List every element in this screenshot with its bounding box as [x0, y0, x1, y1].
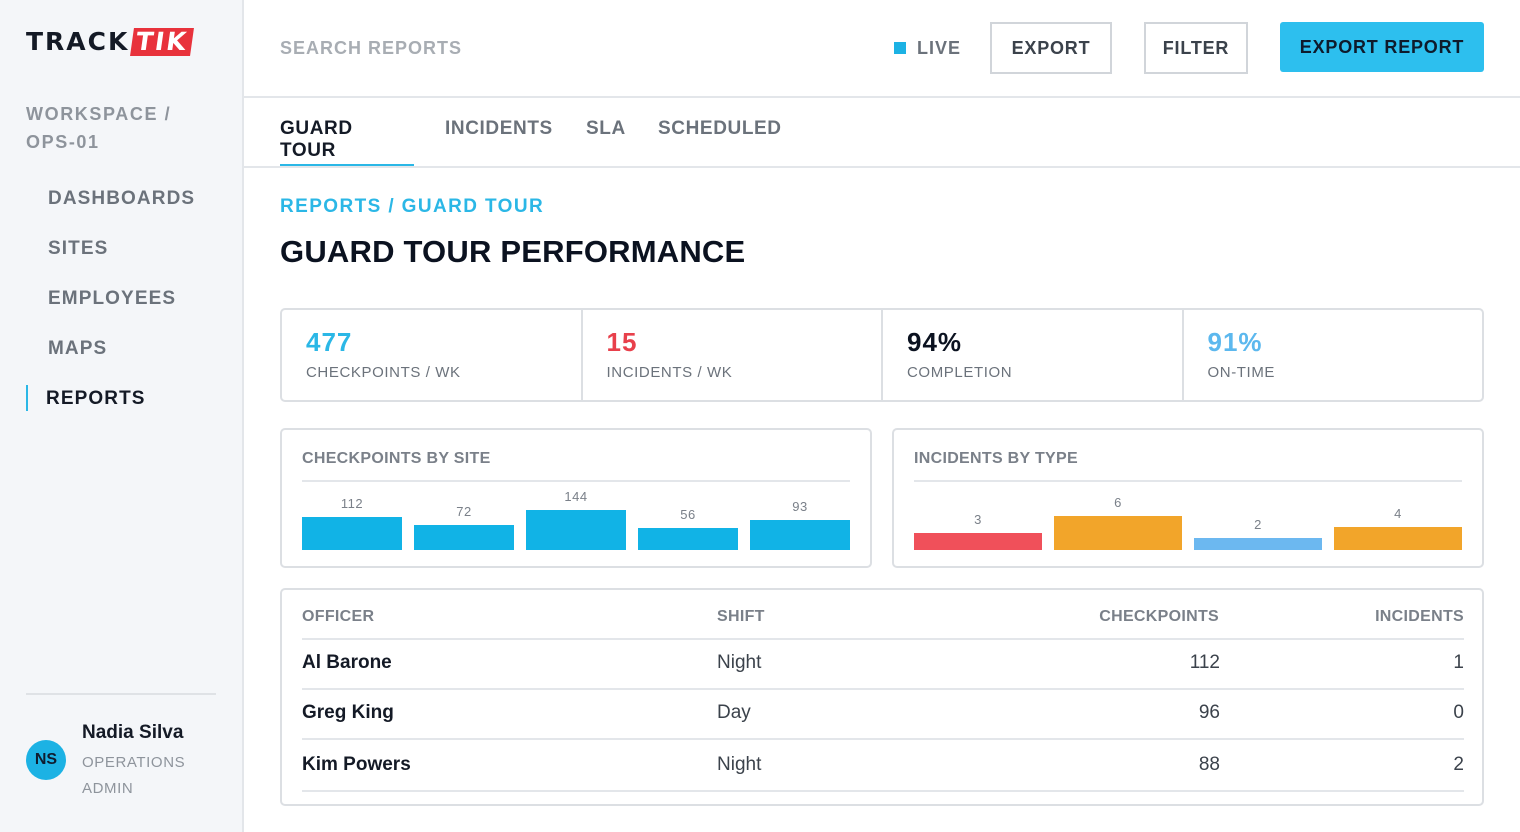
bar[interactable] — [302, 516, 402, 550]
live-label: LIVE — [917, 37, 962, 58]
officer-name: Kim Powers — [302, 754, 411, 775]
bar[interactable] — [1334, 527, 1462, 550]
workspace-label: WORKSPACE / OPS-01 — [26, 104, 172, 152]
bar-value-label: 93 — [792, 499, 808, 515]
checkpoints-bar-chart: 112 72 144 56 93 — [302, 484, 850, 550]
logo-text-track: TRACK — [26, 27, 130, 56]
sidebar-item-employees[interactable]: EMPLOYEES — [48, 288, 177, 309]
export-report-button[interactable]: EXPORT REPORT — [1280, 22, 1484, 72]
kpi-card-incidents: 15 INCIDENTS / WK — [583, 310, 883, 400]
tracktik-logo[interactable]: TRACK TIK — [26, 27, 195, 56]
filter-button[interactable]: FILTER — [1144, 22, 1248, 74]
bar[interactable] — [526, 510, 626, 550]
tab-incidents[interactable]: INCIDENTS — [445, 118, 553, 139]
shift-cell: Night — [717, 652, 762, 673]
kpi-label: INCIDENTS / WK — [606, 364, 733, 381]
bar-value-label: 4 — [1394, 506, 1402, 521]
page-title: GUARD TOUR PERFORMANCE — [280, 234, 746, 269]
shift-cell: Day — [717, 702, 751, 723]
kpi-strip: 477 CHECKPOINTS / WK 15 INCIDENTS / WK 9… — [280, 308, 1484, 402]
checkpoints-by-site-panel: CHECKPOINTS BY SITE 112 72 144 56 93 — [280, 428, 872, 568]
incidents-by-type-panel: INCIDENTS BY TYPE 3 6 2 4 — [892, 428, 1484, 568]
checkpoints-cell: 112 — [1189, 652, 1220, 673]
sidebar-item-dashboards[interactable]: DASHBOARDS — [48, 188, 196, 209]
sidebar-divider — [26, 693, 216, 695]
column-header-officer[interactable]: OFFICER — [302, 608, 375, 625]
tab-guard-tour[interactable]: GUARD TOUR — [280, 118, 414, 166]
column-header-shift[interactable]: SHIFT — [717, 608, 765, 625]
sidebar-item-sites[interactable]: SITES — [48, 238, 109, 259]
bar-value-label: 112 — [340, 495, 364, 511]
incidents-cell: 1 — [1453, 652, 1464, 673]
bar-value-label: 144 — [564, 489, 588, 504]
kpi-card-checkpoints: 477 CHECKPOINTS / WK — [282, 310, 583, 400]
table-row[interactable]: Al Barone Night 112 1 — [302, 640, 1464, 690]
incidents-cell: 0 — [1453, 702, 1464, 723]
kpi-label: CHECKPOINTS / WK — [306, 364, 461, 381]
bar-value-label: 72 — [456, 503, 472, 519]
user-name: Nadia Silva — [82, 722, 184, 743]
incidents-cell: 2 — [1453, 754, 1464, 775]
officer-table: OFFICER SHIFT CHECKPOINTS INCIDENTS Al B… — [280, 588, 1484, 806]
bar[interactable] — [914, 532, 1042, 550]
kpi-value: 91% — [1207, 327, 1263, 357]
divider — [914, 480, 1462, 482]
breadcrumb[interactable]: REPORTS / GUARD TOUR — [280, 196, 545, 217]
live-status-icon — [894, 42, 906, 54]
kpi-label: ON-TIME — [1207, 364, 1276, 381]
checkpoints-cell: 96 — [1198, 702, 1220, 723]
table-row[interactable]: Greg King Day 96 0 — [302, 690, 1464, 740]
divider — [302, 480, 850, 482]
kpi-card-completion: 94% COMPLETION — [883, 310, 1184, 400]
user-profile[interactable]: NS Nadia Silva OPERATIONS ADMIN — [26, 720, 226, 810]
bar[interactable] — [414, 524, 514, 550]
bar-value-label: 6 — [1114, 495, 1122, 510]
column-header-checkpoints[interactable]: CHECKPOINTS — [1099, 608, 1219, 625]
bar-value-label: 56 — [680, 507, 696, 522]
logo-text-tik: TIK — [130, 27, 195, 56]
column-header-incidents[interactable]: INCIDENTS — [1375, 608, 1464, 625]
kpi-card-on-time: 91% ON-TIME — [1184, 310, 1483, 400]
bar-value-label: 2 — [1254, 517, 1262, 532]
kpi-value: 15 — [606, 327, 638, 357]
officer-name: Greg King — [302, 702, 394, 723]
chart-title: CHECKPOINTS BY SITE — [302, 450, 491, 467]
shift-cell: Night — [717, 754, 762, 775]
bar[interactable] — [638, 528, 738, 550]
report-tabs: GUARD TOUR INCIDENTS SLA SCHEDULED — [244, 98, 1520, 168]
incidents-bar-chart: 3 6 2 4 — [914, 484, 1462, 550]
bar[interactable] — [750, 520, 850, 550]
kpi-value: 94% — [907, 327, 963, 357]
tab-sla[interactable]: SLA — [586, 118, 626, 139]
live-indicator: LIVE — [894, 36, 961, 60]
sidebar-item-reports[interactable]: REPORTS — [26, 380, 226, 430]
bar[interactable] — [1054, 516, 1182, 550]
avatar[interactable]: NS — [26, 740, 66, 780]
kpi-label: COMPLETION — [907, 364, 1013, 381]
table-row[interactable]: Kim Powers Night 88 2 — [302, 740, 1464, 792]
bar[interactable] — [1194, 538, 1322, 550]
sidebar-item-maps[interactable]: MAPS — [48, 338, 108, 359]
export-button[interactable]: EXPORT — [990, 22, 1112, 74]
sidebar: TRACK TIK WORKSPACE / OPS-01 DASHBOARDS … — [0, 0, 244, 832]
checkpoints-cell: 88 — [1198, 754, 1220, 775]
search-input[interactable] — [280, 34, 640, 62]
chart-title: INCIDENTS BY TYPE — [914, 450, 1078, 467]
table-header-row: OFFICER SHIFT CHECKPOINTS INCIDENTS — [302, 590, 1464, 640]
sidebar-nav: DASHBOARDS SITES EMPLOYEES MAPS REPORTS — [26, 180, 226, 430]
bar-value-label: 3 — [974, 511, 982, 527]
officer-name: Al Barone — [302, 652, 392, 673]
tab-scheduled[interactable]: SCHEDULED — [658, 118, 782, 139]
kpi-value: 477 — [306, 327, 353, 357]
top-bar: LIVE EXPORT FILTER EXPORT REPORT — [244, 0, 1520, 98]
user-role: OPERATIONS ADMIN — [82, 754, 186, 797]
